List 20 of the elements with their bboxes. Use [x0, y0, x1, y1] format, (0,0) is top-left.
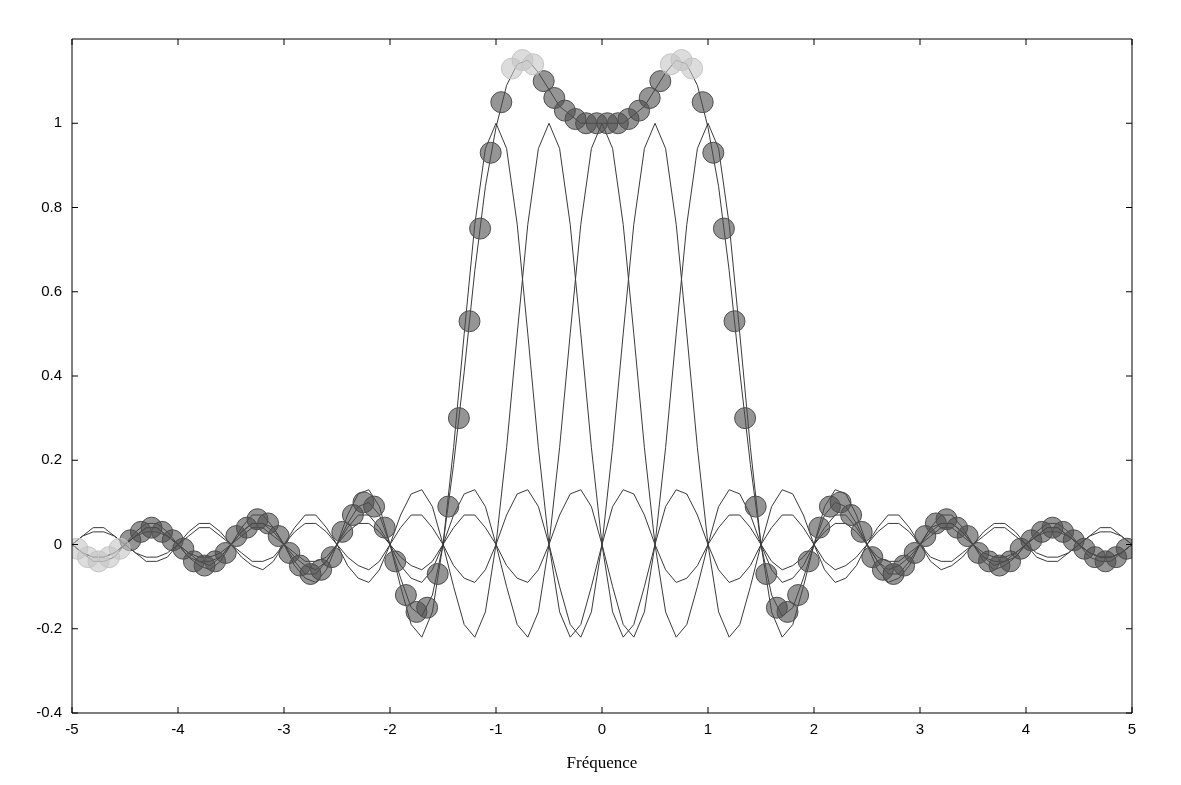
x-tick-label: 4 [1021, 720, 1031, 738]
x-tick-label: 0 [597, 720, 607, 738]
x-tick-label: -2 [383, 720, 397, 738]
x-tick-label: 5 [1127, 720, 1137, 738]
y-tick-label: 0 [53, 534, 62, 552]
y-tick-label: 0.2 [41, 450, 62, 468]
x-axis-title: Fréquence [566, 753, 638, 773]
y-tick-label: -0.2 [36, 618, 62, 636]
x-tick-label: -4 [171, 720, 185, 738]
y-tick-label: -0.4 [36, 703, 62, 721]
y-tick-label: 0.6 [41, 281, 62, 299]
x-tick-label: 3 [915, 720, 925, 738]
y-tick-label: 1 [53, 113, 62, 131]
x-tick-label: -5 [65, 720, 79, 738]
y-tick-label: 0.8 [41, 197, 62, 215]
x-tick-label: 2 [809, 720, 819, 738]
x-tick-label: -3 [277, 720, 291, 738]
x-tick-label: -1 [489, 720, 503, 738]
x-tick-label: 1 [703, 720, 713, 738]
y-tick-label: 0.4 [41, 366, 62, 384]
